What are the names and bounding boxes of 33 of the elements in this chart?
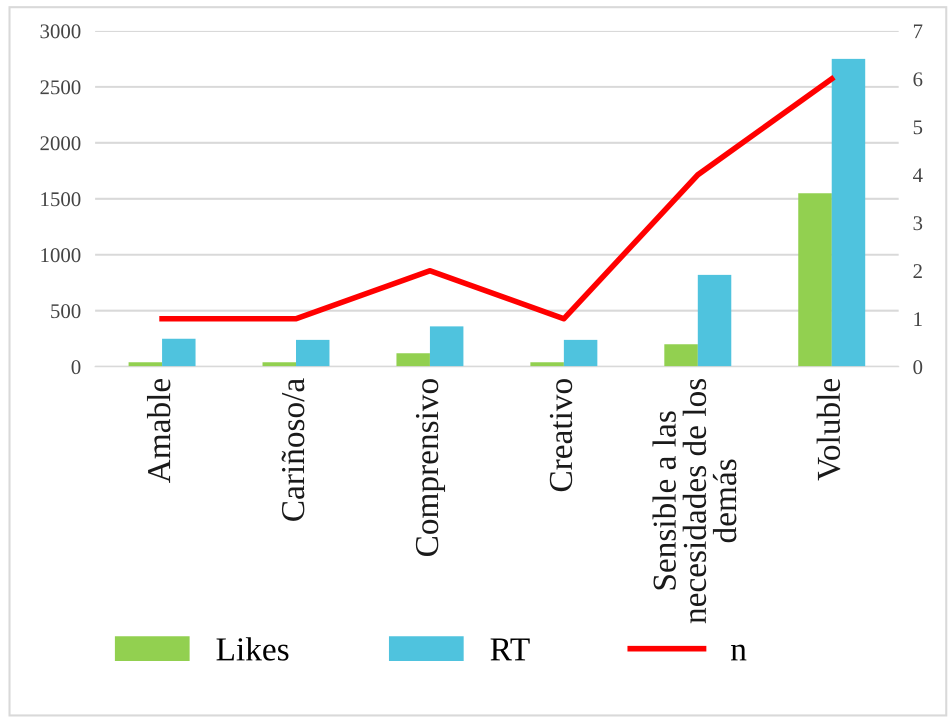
y2-tick-label: 5 <box>914 120 922 134</box>
bar <box>698 274 732 367</box>
bar <box>162 338 196 367</box>
bar <box>564 340 598 367</box>
x-tick-label: Creativo <box>550 379 572 492</box>
y2-tick-label: 6 <box>913 72 922 86</box>
y-tick-label: 2000 <box>40 136 80 150</box>
y2-tick-label: 3 <box>914 216 922 230</box>
y2-tick-label: 7 <box>914 24 922 38</box>
y-tick-label: 2500 <box>40 80 80 94</box>
bar <box>396 353 430 367</box>
y2-tick-label: 1 <box>914 312 922 326</box>
bar <box>430 326 464 367</box>
bar <box>832 58 866 367</box>
y2-tick-label: 0 <box>913 360 922 374</box>
y2-tick-label: 2 <box>914 264 922 278</box>
x-tick-label: Voluble <box>816 378 840 481</box>
x-tick-label: Comprensivo <box>416 379 446 556</box>
bar <box>798 193 832 367</box>
bar <box>296 340 330 367</box>
x-tick-label: Cariñoso/a <box>282 378 304 521</box>
y-tick-label: 1000 <box>41 248 80 262</box>
legend-label: Likes <box>216 637 288 661</box>
x-tick-label: Amable <box>146 378 170 483</box>
legend-label: RT <box>490 638 530 660</box>
y-tick-label: 0 <box>72 360 80 374</box>
x-tick-label: Sensible a las necesidades de los demás <box>652 379 736 624</box>
y2-tick-label: 4 <box>912 168 923 182</box>
y-tick-label: 1500 <box>41 192 80 206</box>
y-tick-label: 500 <box>51 304 80 318</box>
legend-label: n <box>731 644 746 660</box>
bar <box>664 344 698 367</box>
y-tick-label: 3000 <box>40 24 80 38</box>
